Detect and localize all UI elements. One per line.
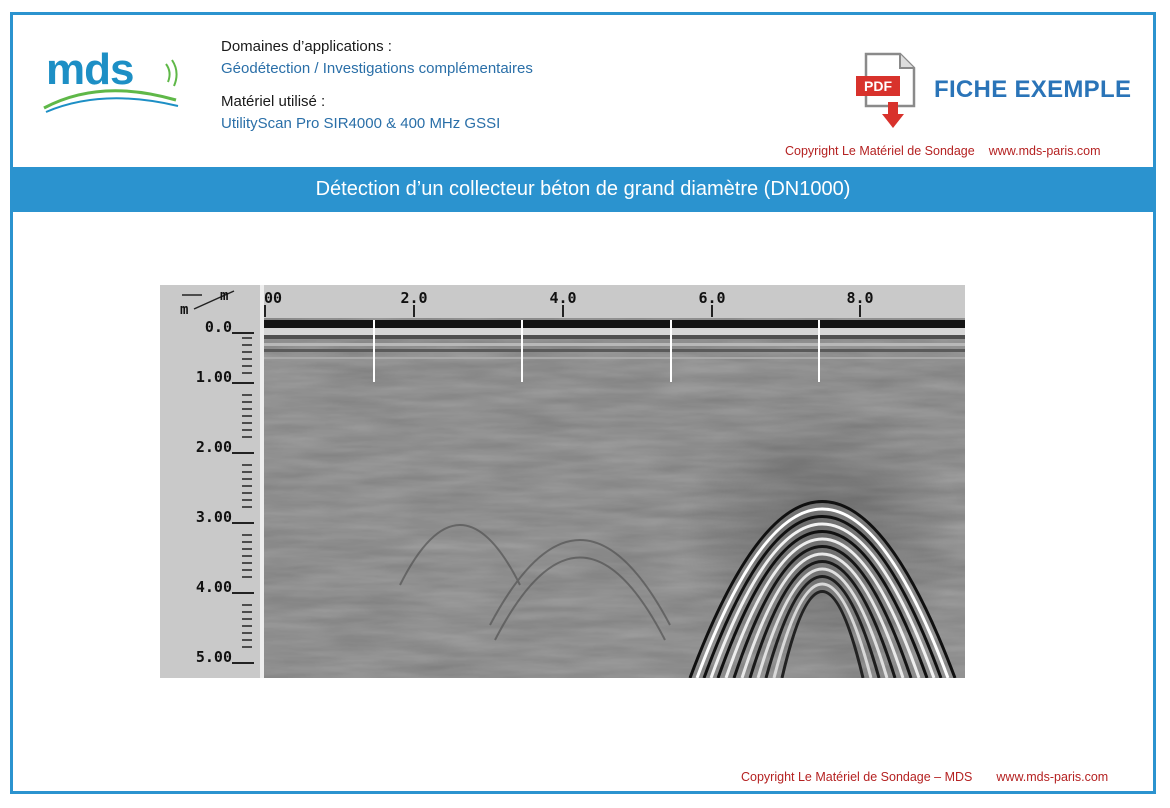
- header-website-link[interactable]: www.mds-paris.com: [988, 144, 1101, 158]
- domains-label: Domaines d’applications :: [221, 38, 392, 55]
- x-unit-label: m: [220, 288, 228, 304]
- header-copyright-text: Copyright Le Matériel de Sondage: [785, 144, 975, 158]
- title-banner: Détection d’un collecteur béton de grand…: [13, 167, 1153, 212]
- x-tick-label: 2.0: [400, 289, 427, 307]
- pdf-download-icon[interactable]: PDF: [856, 52, 918, 132]
- y-unit-label: m: [180, 302, 188, 318]
- radar-plot: [264, 318, 965, 678]
- fiche-title: FICHE EXEMPLE: [934, 76, 1132, 103]
- radargram: m m 00 2.0 4.0 6.0 8.0 0.0 1.00 2.00 3.0…: [160, 285, 965, 678]
- mds-logo: mds: [40, 48, 180, 116]
- material-value: UtilityScan Pro SIR4000 & 400 MHz GSSI: [221, 115, 501, 132]
- footer-copyright: Copyright Le Matériel de Sondage – MDS ww…: [741, 770, 1108, 784]
- y-tick-label: 2.00: [196, 438, 232, 456]
- pdf-label: PDF: [864, 78, 892, 94]
- footer-copyright-text: Copyright Le Matériel de Sondage – MDS: [741, 770, 973, 784]
- x-tick-label: 8.0: [846, 289, 873, 307]
- y-tick-label: 1.00: [196, 368, 232, 386]
- footer-website-link[interactable]: www.mds-paris.com: [996, 770, 1109, 784]
- x-tick-label: 00: [264, 289, 282, 307]
- logo-text: mds: [46, 45, 134, 94]
- header-copyright: Copyright Le Matériel de Sondage www.mds-…: [785, 144, 1101, 158]
- info-block: Domaines d’applications : Géodétection /…: [221, 36, 533, 135]
- y-tick-label: 0.0: [205, 318, 232, 336]
- x-tick-label: 6.0: [698, 289, 725, 307]
- y-tick-label: 3.00: [196, 508, 232, 526]
- y-tick-label: 4.00: [196, 578, 232, 596]
- y-tick-label: 5.00: [196, 648, 232, 666]
- page-frame: [10, 12, 1156, 794]
- material-label: Matériel utilisé :: [221, 93, 326, 110]
- domains-value: Géodétection / Investigations complément…: [221, 60, 533, 77]
- x-tick-label: 4.0: [549, 289, 576, 307]
